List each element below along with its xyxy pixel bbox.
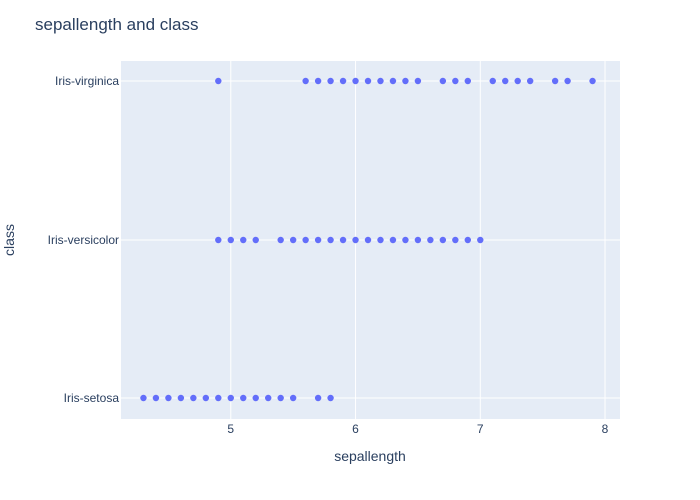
x-axis-ticks: 5 6 7 8 xyxy=(227,422,608,436)
data-point xyxy=(352,77,359,85)
data-point xyxy=(389,77,397,85)
data-point xyxy=(364,236,372,244)
data-points xyxy=(140,77,596,402)
data-point xyxy=(352,236,359,244)
data-point xyxy=(327,236,334,244)
data-point xyxy=(240,236,247,244)
data-point xyxy=(165,394,172,402)
data-point xyxy=(190,394,197,402)
data-point xyxy=(289,236,297,244)
data-point xyxy=(414,236,422,244)
data-point xyxy=(514,77,521,85)
data-point xyxy=(227,236,234,244)
data-point xyxy=(327,394,334,402)
data-point xyxy=(489,77,496,85)
chart-title: sepallength and class xyxy=(35,15,199,34)
data-point xyxy=(277,236,284,244)
y-tick-label: Iris-virginica xyxy=(55,74,119,88)
y-axis-ticks: Iris-setosa Iris-versicolor Iris-virginica xyxy=(48,74,120,405)
y-tick-label: Iris-versicolor xyxy=(48,233,119,247)
x-tick-label: 6 xyxy=(352,422,359,436)
data-point xyxy=(464,236,472,244)
x-axis-title: sepallength xyxy=(334,448,406,464)
data-point xyxy=(464,77,472,85)
data-point xyxy=(252,394,259,402)
data-point xyxy=(339,77,347,85)
data-point xyxy=(140,394,147,402)
y-axis-title: class xyxy=(1,224,17,256)
data-point xyxy=(314,236,322,244)
data-point xyxy=(526,77,534,85)
data-point xyxy=(227,394,234,402)
data-point xyxy=(327,77,334,85)
data-point xyxy=(202,394,210,402)
data-point xyxy=(389,236,397,244)
data-point xyxy=(452,77,459,85)
data-point xyxy=(215,236,222,244)
y-tick-label: Iris-setosa xyxy=(64,391,120,405)
data-point xyxy=(240,394,247,402)
x-tick-label: 7 xyxy=(477,422,484,436)
data-point xyxy=(502,77,509,85)
data-point xyxy=(302,77,309,85)
data-point xyxy=(152,394,160,402)
data-point xyxy=(177,394,185,402)
data-point xyxy=(215,77,222,85)
data-point xyxy=(477,236,484,244)
x-tick-label: 8 xyxy=(602,422,609,436)
data-point xyxy=(414,77,422,85)
data-point xyxy=(402,77,409,85)
data-point xyxy=(314,77,322,85)
data-point xyxy=(564,77,571,85)
data-point xyxy=(589,77,596,85)
data-point xyxy=(265,394,272,402)
data-point xyxy=(364,77,372,85)
data-point xyxy=(402,236,409,244)
data-point xyxy=(314,394,322,402)
x-tick-label: 5 xyxy=(227,422,234,436)
data-point xyxy=(289,394,297,402)
data-point xyxy=(277,394,284,402)
data-point xyxy=(427,236,434,244)
data-point xyxy=(302,236,309,244)
data-point xyxy=(377,236,384,244)
data-point xyxy=(439,236,447,244)
data-point xyxy=(452,236,459,244)
data-point xyxy=(252,236,259,244)
data-point xyxy=(439,77,447,85)
data-point xyxy=(215,394,222,402)
data-point xyxy=(339,236,347,244)
data-point xyxy=(377,77,384,85)
data-point xyxy=(551,77,559,85)
